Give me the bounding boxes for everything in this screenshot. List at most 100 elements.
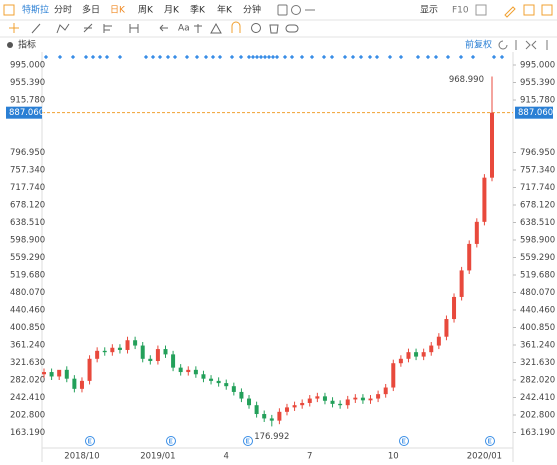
f10-button[interactable]: F10 <box>452 6 469 16</box>
candle-body <box>277 411 282 421</box>
y-tick-label-right: 242.410 <box>520 393 555 403</box>
period-tab[interactable]: 分钟 <box>243 4 261 16</box>
y-tick-label: 757.340 <box>10 165 45 175</box>
top-marker <box>217 54 223 60</box>
top-marker <box>246 54 252 60</box>
top-marker <box>90 54 96 60</box>
top-marker <box>250 54 256 60</box>
period-tab[interactable]: 分时 <box>54 4 72 16</box>
y-tick-label: 915.780 <box>10 95 45 105</box>
fib-tool[interactable] <box>103 24 112 33</box>
edit-icon[interactable] <box>504 6 516 18</box>
min-label: 176.992 <box>254 432 289 442</box>
top-marker <box>203 54 209 60</box>
icon[interactable] <box>525 40 537 50</box>
candle-body <box>292 405 297 408</box>
candle-body <box>429 345 434 353</box>
candle-body <box>117 347 122 350</box>
delete-tool[interactable] <box>269 24 279 34</box>
period-tab[interactable]: 季K <box>190 4 206 16</box>
candle-body <box>72 378 77 389</box>
event-glyph <box>402 438 406 444</box>
eye-tool[interactable] <box>251 23 261 33</box>
icon[interactable] <box>541 4 553 16</box>
y-tick-label: 559.290 <box>10 253 45 263</box>
toggle-tool[interactable] <box>285 24 299 33</box>
display-button[interactable]: 显示 <box>420 5 438 16</box>
y-tick-label: 678.120 <box>10 200 45 210</box>
top-marker <box>43 54 49 60</box>
ray-tool[interactable] <box>83 23 93 33</box>
x-tick-label: 4 <box>224 452 229 462</box>
period-tab[interactable]: 日K <box>110 5 126 16</box>
stock-name[interactable]: 特斯拉 <box>22 4 49 16</box>
y-tick-label-right: 282.020 <box>520 375 555 385</box>
candle-body <box>224 383 229 387</box>
y-tick-label: 242.410 <box>10 393 45 403</box>
y-tick-label-right: 678.120 <box>520 200 555 210</box>
candle-body <box>452 296 457 320</box>
top-marker <box>157 54 163 60</box>
y-tick-label-right: 559.290 <box>520 253 555 263</box>
x-tick-label: 2019/01 <box>140 452 175 462</box>
candle-body <box>201 374 206 379</box>
line-tool[interactable] <box>31 23 41 34</box>
candle-body <box>133 340 138 346</box>
text-tool[interactable]: Aa <box>178 24 190 34</box>
price-box <box>515 106 553 119</box>
candle-body <box>209 378 214 381</box>
candle-body <box>376 394 381 399</box>
max-label: 968.990 <box>449 75 484 85</box>
y-tick-label: 321.630 <box>10 358 45 368</box>
indicator-icon <box>7 42 13 48</box>
y-tick-label-right: 955.390 <box>520 78 555 88</box>
y-tick-label: 717.740 <box>10 183 45 193</box>
top-marker <box>184 54 190 60</box>
top-marker <box>172 54 178 60</box>
candle-body <box>193 369 198 375</box>
candle-body <box>284 407 289 412</box>
y-tick-label-right: 321.630 <box>520 358 555 368</box>
stock-icon[interactable] <box>3 4 15 16</box>
period-tab[interactable]: 多日 <box>82 4 100 16</box>
indicator-button[interactable]: 指标 <box>18 39 36 51</box>
y-tick-label-right: 995.000 <box>520 60 555 70</box>
magnet-tool[interactable] <box>231 21 241 33</box>
candle-body <box>110 347 115 353</box>
mark-tool[interactable] <box>194 24 202 33</box>
candle-body <box>262 414 267 419</box>
y-tick-label: 361.240 <box>10 340 45 350</box>
wave-tool[interactable] <box>56 23 70 34</box>
icon[interactable] <box>277 4 288 16</box>
price-label-right: 887.060 <box>518 108 553 118</box>
period-tab[interactable]: 周K <box>138 5 154 16</box>
refresh-icon[interactable] <box>498 40 508 50</box>
period-tab[interactable]: 月K <box>164 5 180 16</box>
y-tick-label: 400.850 <box>10 323 45 333</box>
top-marker <box>83 54 89 60</box>
candle-body <box>421 352 426 357</box>
candle-body <box>79 380 84 389</box>
icon[interactable] <box>523 4 535 16</box>
candle-body <box>186 369 191 373</box>
top-marker <box>210 54 216 60</box>
candle-body <box>239 391 244 399</box>
plot: 995.000 995.000 955.390 955.390 915.780 915.7… <box>6 60 555 462</box>
crosshair-tool[interactable] <box>9 23 19 33</box>
checkbox[interactable] <box>475 4 487 16</box>
icon[interactable] <box>291 5 301 15</box>
arrow-tool[interactable] <box>159 24 168 32</box>
adjust-button[interactable]: 前复权 <box>465 39 492 51</box>
y-tick-label-right: 202.800 <box>520 410 555 420</box>
period-tabs: 分时 多日 日K 周K 月K 季K 年K 分钟 <box>54 4 261 16</box>
candle-body <box>307 398 312 403</box>
candle-body <box>406 352 411 359</box>
y-tick-label: 955.390 <box>10 78 45 88</box>
candle-body <box>178 367 183 373</box>
triangle-tool[interactable] <box>210 22 222 34</box>
y-tick-label-right: 598.900 <box>520 235 555 245</box>
period-tab[interactable]: 年K <box>217 4 233 16</box>
event-glyph <box>488 438 492 444</box>
channel-tool[interactable] <box>129 24 139 33</box>
candle-body <box>467 243 472 271</box>
